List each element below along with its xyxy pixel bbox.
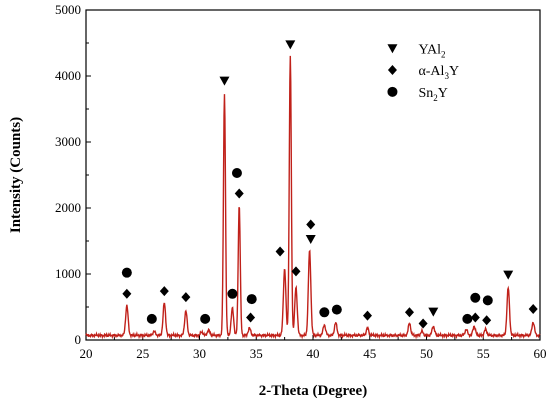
x-tick-label: 45	[363, 346, 376, 361]
legend-label: α-Al3Y	[418, 64, 459, 81]
circle-marker	[319, 307, 330, 318]
x-tick-label: 60	[534, 346, 547, 361]
x-tick-label: 35	[250, 346, 263, 361]
legend: YAl2 α-Al3Y Sn2Y	[387, 42, 459, 103]
x-axis-ticks: 20 25 30 35 40 45 50 55 60	[80, 335, 547, 361]
x-axis-title: 2-Theta (Degree)	[259, 383, 367, 399]
y-tick-label: 4000	[55, 68, 81, 83]
triangle-down-marker	[219, 76, 230, 86]
triangle-down-marker	[305, 235, 316, 245]
legend-diamond-icon	[387, 65, 397, 76]
diamond-marker	[306, 219, 316, 230]
x-tick-label: 20	[80, 346, 93, 361]
triangle-down-marker	[503, 270, 514, 280]
x-tick-label: 50	[420, 346, 433, 361]
y-tick-label: 5000	[55, 2, 81, 17]
legend-label: Sn2Y	[418, 86, 447, 103]
diamond-marker	[418, 318, 428, 329]
legend-triangle-down-icon	[387, 44, 398, 54]
circle-marker	[482, 295, 493, 306]
x-tick-label: 40	[307, 346, 320, 361]
y-tick-label: 1000	[55, 266, 81, 281]
diamond-marker	[181, 292, 191, 303]
plot-area: 20 25 30 35 40 45 50 55 60 0 1000 2000 3000 4000 5000	[55, 2, 547, 361]
diamond-marker	[482, 315, 492, 326]
phase-markers	[121, 40, 538, 329]
y-tick-label: 0	[75, 332, 82, 347]
diamond-marker	[275, 246, 285, 257]
diamond-marker	[470, 312, 480, 323]
diamond-marker	[291, 266, 301, 277]
triangle-down-marker	[428, 307, 439, 317]
diamond-marker	[362, 310, 372, 321]
y-tick-label: 2000	[55, 200, 81, 215]
plot-frame	[85, 9, 541, 341]
diamond-marker	[404, 307, 414, 318]
circle-marker	[331, 304, 342, 315]
y-tick-label: 3000	[55, 134, 81, 149]
circle-marker	[200, 313, 211, 324]
x-tick-label: 30	[193, 346, 206, 361]
circle-marker	[231, 168, 242, 179]
circle-marker	[227, 288, 238, 299]
circle-marker	[462, 313, 473, 324]
legend-circle-icon	[387, 86, 398, 97]
diamond-marker	[234, 188, 244, 199]
diamond-marker	[528, 303, 538, 314]
y-axis-title: Intensity (Counts)	[8, 117, 24, 233]
circle-marker	[146, 313, 157, 324]
triangle-down-marker	[285, 40, 296, 50]
diffraction-pattern-line	[85, 55, 541, 340]
circle-marker	[121, 267, 132, 278]
x-tick-label: 25	[136, 346, 149, 361]
diamond-marker	[122, 288, 132, 299]
circle-marker	[246, 294, 257, 305]
diamond-marker	[159, 286, 169, 297]
circle-marker	[470, 292, 481, 303]
x-tick-label: 55	[477, 346, 490, 361]
diamond-marker	[246, 312, 256, 323]
y-axis-ticks: 0 1000 2000 3000 4000 5000	[55, 2, 91, 347]
legend-label: YAl2	[418, 42, 445, 59]
